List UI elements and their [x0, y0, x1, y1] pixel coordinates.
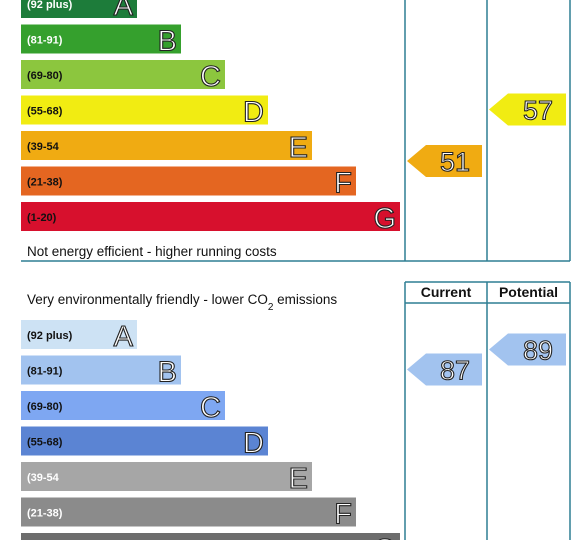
band-letter-label: A	[114, 0, 134, 22]
environmental-caption: Very environmentally friendly - lower CO…	[27, 292, 337, 313]
band-range-label: (39-54	[27, 141, 60, 153]
current-rating-value: 87	[440, 356, 470, 386]
rating-band-c: (69-80) C	[21, 391, 225, 425]
band-letter-label: B	[158, 26, 177, 58]
band-range-label: (69-80)	[27, 70, 63, 82]
rating-band-f: (21-38) F	[21, 166, 356, 200]
band-range-label: (55-68)	[27, 437, 63, 449]
band-letter-label: G	[373, 534, 396, 540]
rating-band-b: (81-91) B	[21, 24, 181, 58]
band-letter-label: G	[373, 203, 396, 235]
band-range-label: (81-91)	[27, 35, 63, 47]
band-bar-a	[21, 320, 137, 349]
band-letter-label: E	[289, 463, 308, 495]
environmental-impact-panel: (92 plus) A(81-91) B(69-80) C(55-68) D(39-54…	[21, 320, 566, 540]
band-range-label: (81-91)	[27, 366, 63, 378]
current-rating-marker: 87	[407, 353, 482, 386]
band-letter-label: A	[114, 321, 134, 353]
rating-band-g: (1-20) G	[21, 202, 400, 236]
rating-band-e: (39-54 E	[21, 131, 312, 165]
band-bar-e	[21, 462, 312, 491]
potential-rating-value: 89	[523, 336, 553, 366]
band-bar-b	[21, 355, 181, 385]
band-range-label: (92 plus)	[27, 330, 73, 342]
potential-arrow	[489, 333, 566, 366]
band-range-label: (21-38)	[27, 177, 63, 189]
rating-band-g: G	[21, 533, 400, 540]
band-bar-f	[21, 497, 356, 527]
caption-text: emissions	[273, 292, 337, 307]
rating-band-a: (92 plus) A	[21, 0, 137, 23]
rating-band-c: (69-80) C	[21, 60, 225, 94]
band-range-label: (55-68)	[27, 106, 63, 118]
band-letter-label: B	[158, 357, 177, 389]
rating-band-b: (81-91) B	[21, 355, 181, 389]
band-bar-f	[21, 166, 356, 196]
band-letter-label: D	[243, 97, 264, 129]
band-range-label: (69-80)	[27, 401, 63, 413]
caption-subscript: 2	[268, 302, 274, 313]
band-letter-label: E	[289, 132, 308, 164]
column-header-current: Current	[421, 284, 472, 300]
band-bar-c	[21, 391, 225, 420]
rating-band-a: (92 plus) A	[21, 320, 137, 354]
band-letter-label: F	[334, 168, 352, 200]
potential-rating-value: 57	[523, 96, 553, 126]
band-letter-label: D	[243, 428, 264, 460]
band-range-label: (1-20)	[27, 212, 57, 224]
rating-band-e: (39-54 E	[21, 462, 312, 496]
band-range-label: (92 plus)	[27, 0, 73, 11]
current-arrow	[407, 353, 482, 386]
caption-text: Very environmentally friendly - lower CO	[27, 292, 268, 307]
band-range-label: (39-54	[27, 472, 60, 484]
energy-efficiency-panel: (92 plus) A(81-91) B(69-80) C(55-68) D(39-54…	[21, 0, 566, 236]
band-letter-label: C	[200, 61, 221, 93]
band-bar-d	[21, 95, 268, 125]
potential-arrow	[489, 93, 566, 126]
band-bar-g	[21, 202, 400, 231]
band-bar-e	[21, 131, 312, 160]
band-bar-c	[21, 60, 225, 89]
band-letter-label: C	[200, 392, 221, 424]
energy-footer-caption: Not energy efficient - higher running co…	[27, 244, 277, 259]
band-bar-b	[21, 24, 181, 54]
rating-band-f: (21-38) F	[21, 497, 356, 531]
band-bar-g	[21, 533, 400, 540]
current-rating-value: 51	[440, 147, 470, 177]
rating-band-d: (55-68) D	[21, 95, 268, 129]
current-rating-marker: 51	[407, 145, 482, 178]
column-header-potential: Potential	[499, 284, 558, 300]
potential-rating-marker: 57	[489, 93, 566, 126]
band-bar-d	[21, 426, 268, 456]
rating-band-d: (55-68) D	[21, 426, 268, 460]
band-letter-label: F	[334, 499, 352, 531]
potential-rating-marker: 89	[489, 333, 566, 366]
band-range-label: (21-38)	[27, 508, 63, 520]
band-bar-a	[21, 0, 137, 18]
current-arrow	[407, 145, 482, 177]
